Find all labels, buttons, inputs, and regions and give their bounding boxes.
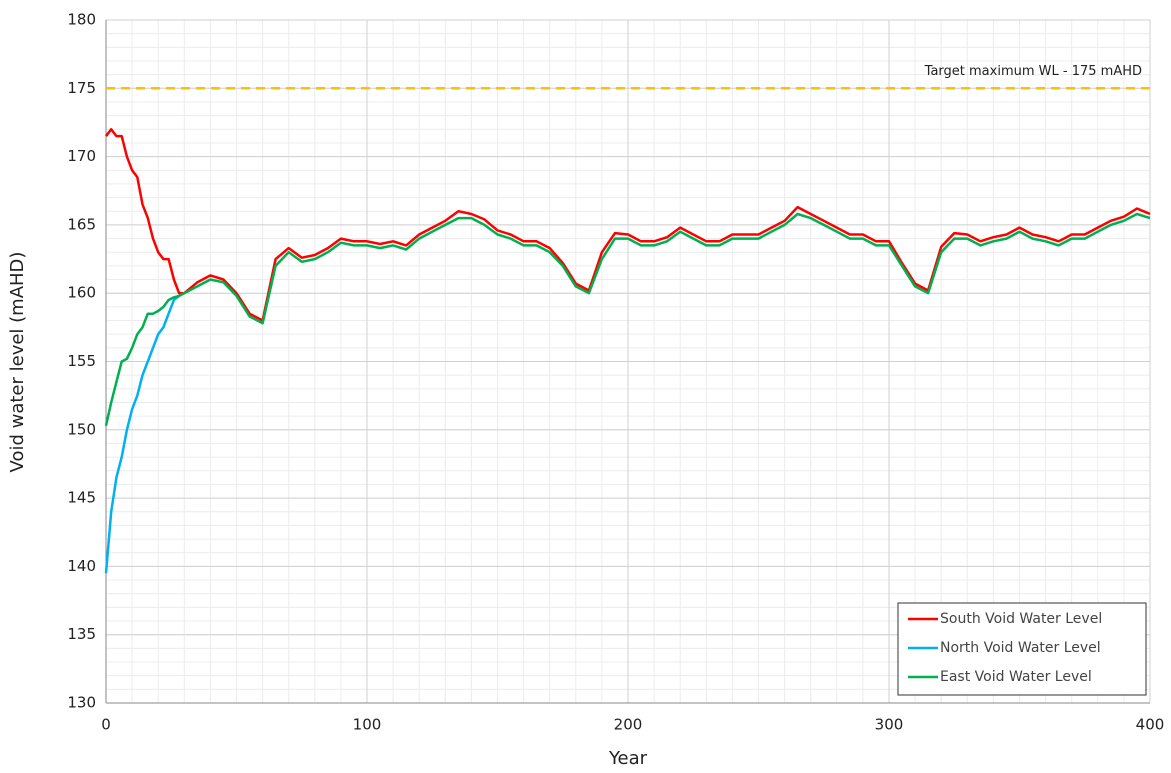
x-tick-label: 0 [101, 716, 111, 734]
legend-label: East Void Water Level [940, 669, 1092, 685]
y-tick-label: 170 [67, 147, 96, 165]
y-tick-label: 165 [67, 215, 96, 233]
series-line [104, 294, 180, 574]
y-axis-title: Void water level (mAHD) [7, 252, 28, 473]
legend-label: South Void Water Level [940, 611, 1102, 627]
y-tick-label: 160 [67, 284, 96, 302]
y-tick-label: 175 [67, 79, 96, 97]
x-tick-label: 200 [614, 716, 643, 734]
y-tick-label: 145 [67, 489, 96, 507]
legend-box [897, 602, 1147, 696]
y-tick-label: 155 [67, 352, 96, 370]
reference-label: Target maximum WL - 175 mAHD [924, 64, 1142, 79]
legend-label: North Void Water Level [940, 640, 1101, 656]
x-tick-label: 300 [875, 716, 904, 734]
x-tick-label: 100 [353, 716, 382, 734]
x-axis-title: Year [608, 748, 648, 769]
y-tick-label: 150 [67, 420, 96, 438]
y-tick-label: 140 [67, 557, 96, 575]
legend: South Void Water Level North Void Water L… [897, 602, 1147, 696]
y-tick-label: 180 [67, 11, 96, 29]
y-tick-label: 130 [67, 694, 96, 712]
y-tick-label: 135 [67, 625, 96, 643]
grid [105, 19, 1151, 704]
series-line [104, 212, 1151, 426]
x-tick-label: 400 [1136, 716, 1165, 734]
